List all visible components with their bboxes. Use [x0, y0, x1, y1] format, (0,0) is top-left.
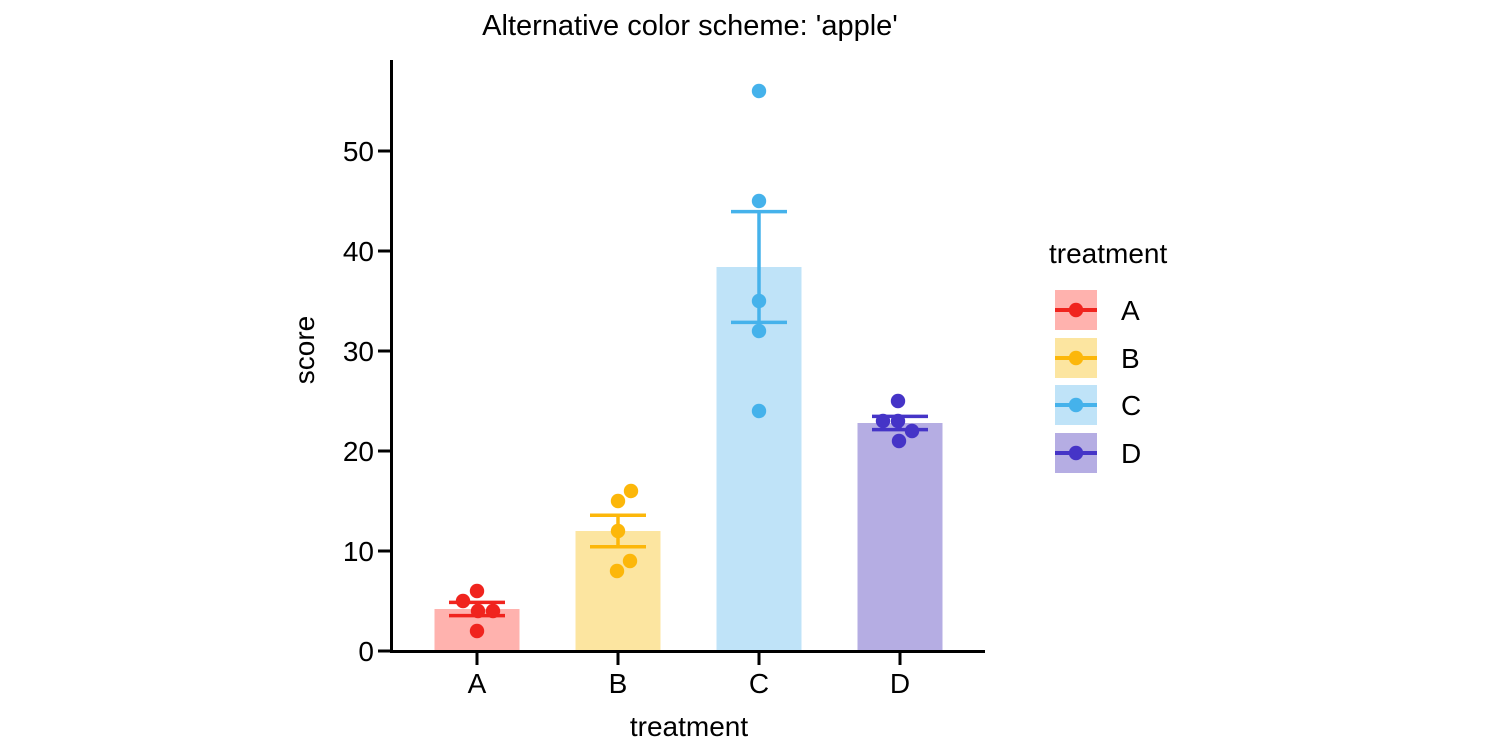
data-point-A	[469, 583, 485, 599]
y-tick-label: 20	[343, 436, 374, 467]
data-point-C	[751, 403, 767, 419]
legend-label-A: A	[1121, 295, 1140, 326]
data-point-B	[610, 523, 626, 539]
errorbars-layer	[449, 209, 928, 618]
x-tick-label-A: A	[468, 668, 487, 699]
legend-marker-dot-A	[1068, 302, 1084, 318]
data-point-D	[890, 393, 906, 409]
axes-layer: 0 10 20 30 40 50 A B C D	[343, 60, 985, 699]
x-tick-label-B: B	[609, 668, 628, 699]
y-tick-label: 30	[343, 336, 374, 367]
legend-label-B: B	[1121, 343, 1140, 374]
legend-marker-dot-C	[1068, 397, 1084, 413]
bar-B	[575, 531, 661, 650]
chart-title: Alternative color scheme: 'apple'	[482, 10, 898, 42]
x-tick-label-C: C	[749, 668, 769, 699]
data-point-A	[485, 603, 501, 619]
data-point-C	[751, 83, 767, 99]
x-tick-label-D: D	[890, 668, 910, 699]
legend-item-A: A	[1055, 290, 1140, 330]
legend-marker-dot-D	[1068, 445, 1084, 461]
data-point-C	[751, 323, 767, 339]
y-axis-label: score	[289, 316, 320, 384]
y-tick-label: 10	[343, 536, 374, 567]
legend-item-B: B	[1055, 338, 1140, 378]
data-point-A	[455, 593, 471, 609]
data-point-D	[890, 413, 906, 429]
bars-layer	[434, 267, 943, 650]
points-layer	[455, 83, 920, 639]
data-point-C	[751, 293, 767, 309]
data-point-D	[904, 423, 920, 439]
data-point-A	[469, 623, 485, 639]
data-point-C	[751, 193, 767, 209]
y-tick-label: 50	[343, 136, 374, 167]
y-tick-label: 0	[358, 636, 374, 667]
y-tick-label: 40	[343, 236, 374, 267]
data-point-B	[623, 483, 639, 499]
legend-item-C: C	[1055, 385, 1141, 425]
data-point-D	[891, 433, 907, 449]
data-point-D	[875, 413, 891, 429]
data-point-B	[622, 553, 638, 569]
legend-label-D: D	[1121, 438, 1141, 469]
legend-marker-dot-B	[1068, 350, 1084, 366]
data-point-B	[609, 563, 625, 579]
legend-label-C: C	[1121, 390, 1141, 421]
data-point-A	[470, 603, 486, 619]
x-axis-label: treatment	[630, 711, 748, 742]
legend-item-D: D	[1055, 433, 1141, 473]
bar-D	[857, 423, 943, 650]
data-point-B	[610, 493, 626, 509]
legend-title: treatment	[1049, 238, 1167, 269]
